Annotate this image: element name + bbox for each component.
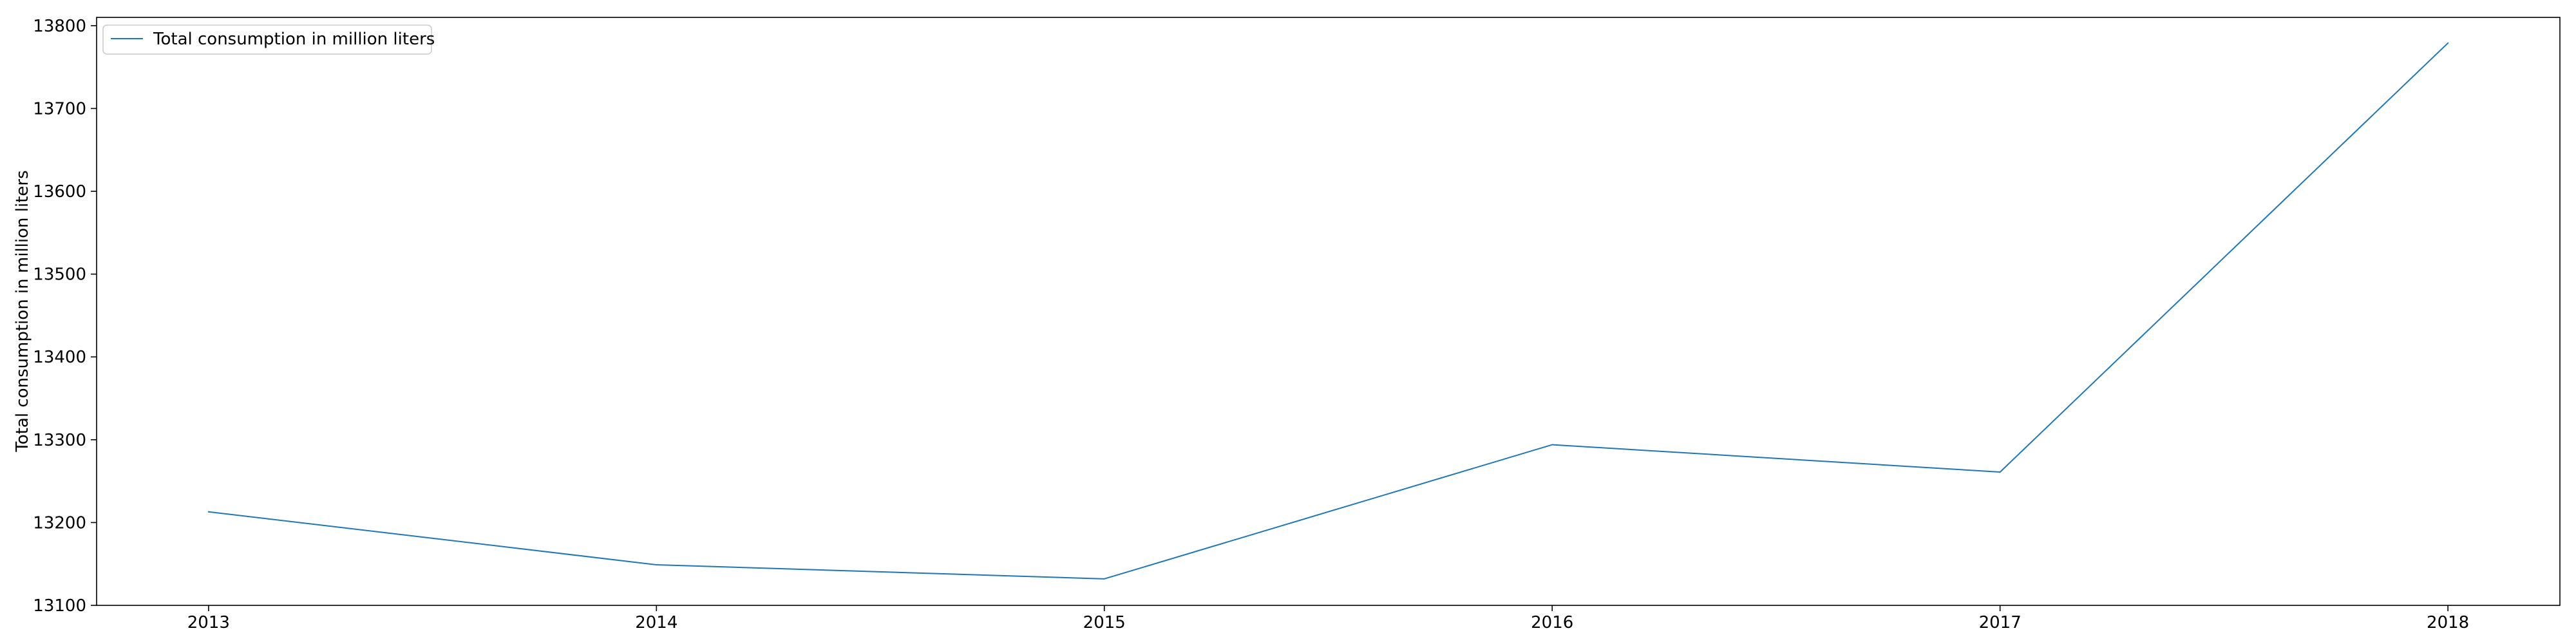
x-tick-label: 2017	[1979, 613, 2022, 632]
series-layer	[207, 42, 2449, 580]
y-tick-label: 13600	[33, 182, 86, 202]
data-point	[2447, 42, 2449, 44]
data-point	[655, 564, 658, 566]
legend-label: Total consumption in million liters	[153, 30, 435, 49]
y-tick-label: 13500	[33, 265, 86, 285]
x-tick-label: 2015	[1083, 613, 1126, 632]
y-tick-label: 13400	[33, 348, 86, 367]
y-tick-label: 13800	[33, 17, 86, 36]
data-point	[1551, 444, 1553, 446]
x-tick-label: 2018	[2427, 613, 2469, 632]
y-tick-label: 13700	[33, 99, 86, 118]
legend-box	[102, 24, 432, 55]
plot-area-frame	[96, 17, 2561, 606]
series-line	[207, 42, 2449, 580]
y-axis-title: Total consumption in million liters	[13, 170, 32, 452]
legend: Total consumption in million liters	[102, 24, 435, 55]
y-tick-label: 13300	[33, 431, 86, 450]
x-tick-label: 2014	[635, 613, 677, 632]
y-tick-label: 13200	[33, 513, 86, 533]
data-point	[1103, 578, 1106, 580]
data-point	[207, 511, 210, 513]
x-axis-ticks: 2013 2014 2015 2016 2017 2018	[187, 605, 2469, 632]
x-tick-label: 2016	[1531, 613, 1573, 632]
y-axis-ticks: 13100 13200 13300 13400 13500 13600 13700 13800	[33, 17, 97, 616]
x-tick-label: 2013	[187, 613, 230, 632]
y-tick-label: 13100	[33, 596, 86, 616]
data-point	[1999, 471, 2002, 473]
